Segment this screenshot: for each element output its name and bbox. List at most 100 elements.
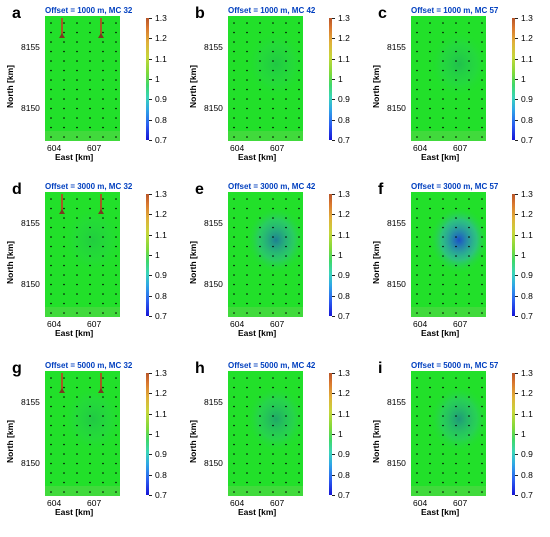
station-dot bbox=[89, 69, 91, 72]
colorbar-tick-mark bbox=[515, 79, 518, 80]
station-dot bbox=[298, 283, 300, 286]
colorbar-tick-mark bbox=[515, 275, 518, 277]
station-dot bbox=[272, 434, 274, 436]
station-dot bbox=[233, 207, 235, 210]
station-dot bbox=[76, 453, 78, 455]
station-dot bbox=[259, 462, 261, 465]
colorbar-tick-mark bbox=[149, 275, 152, 277]
colorbar-tick-mark bbox=[332, 434, 335, 435]
station-dot bbox=[233, 41, 235, 43]
station-dot bbox=[481, 41, 483, 43]
station-dot bbox=[481, 226, 483, 229]
station-dot bbox=[89, 50, 91, 53]
station-dot bbox=[429, 443, 431, 446]
station-dot bbox=[50, 312, 52, 314]
station-dot bbox=[63, 274, 65, 276]
colorbar-tick-label: 1.1 bbox=[155, 229, 167, 240]
station-dot bbox=[455, 396, 457, 398]
colorbar-tick-label: 0.9 bbox=[521, 449, 533, 460]
station-dot bbox=[468, 396, 470, 398]
panel-d: d Offset = 3000 m, MC 32 8155 8150 604 607 Eas… bbox=[0, 176, 183, 352]
station-dot bbox=[272, 293, 274, 295]
station-dot bbox=[102, 377, 104, 379]
colorbar-tick-label: 0.9 bbox=[155, 94, 167, 105]
station-dot bbox=[63, 293, 65, 295]
station-dot bbox=[50, 207, 52, 210]
station-dot bbox=[481, 126, 483, 129]
station-dot bbox=[272, 117, 274, 119]
station-dot bbox=[259, 405, 261, 408]
station-dot bbox=[246, 79, 248, 81]
panel-title: Offset = 3000 m, MC 57 bbox=[411, 182, 499, 191]
colorbar-tick-label: 0.9 bbox=[521, 270, 533, 281]
station-dot bbox=[259, 264, 261, 267]
station-dot bbox=[233, 117, 235, 119]
panel-i: i Offset = 5000 m, MC 57 8155 8150 604 607 Eas… bbox=[366, 355, 549, 531]
station-dot bbox=[285, 88, 287, 91]
station-dot bbox=[50, 79, 52, 81]
colorbar-tick-label: 1 bbox=[521, 250, 526, 260]
station-dot bbox=[416, 98, 418, 100]
station-dot bbox=[76, 226, 78, 229]
panel-title: Offset = 5000 m, MC 42 bbox=[228, 361, 316, 370]
station-dot bbox=[429, 405, 431, 408]
colorbar-tick-label: 0.9 bbox=[338, 94, 350, 105]
panel-title: Offset = 1000 m, MC 42 bbox=[228, 6, 316, 15]
colorbar-tick-mark bbox=[149, 413, 152, 415]
station-dot bbox=[50, 31, 52, 34]
station-dot bbox=[416, 415, 418, 417]
station-dot bbox=[89, 255, 91, 257]
station-dot bbox=[115, 126, 117, 129]
station-dot bbox=[468, 472, 470, 474]
colorbar-tick-mark bbox=[149, 373, 152, 374]
colorbar-tick-mark bbox=[332, 474, 335, 476]
station-dot bbox=[246, 31, 248, 34]
station-dot bbox=[272, 88, 274, 91]
station-dot bbox=[63, 236, 65, 238]
colorbar-tick-label: 0.7 bbox=[521, 135, 533, 145]
station-dot bbox=[246, 264, 248, 267]
station-dot bbox=[416, 491, 418, 493]
colorbar-tick-label: 1.2 bbox=[338, 388, 350, 399]
station-dot bbox=[102, 481, 104, 484]
colorbar-tick-label: 1.2 bbox=[338, 33, 350, 44]
colorbar-tick-mark bbox=[515, 18, 518, 19]
station-dot bbox=[429, 60, 431, 62]
station-dot bbox=[259, 481, 261, 484]
station-dot bbox=[233, 293, 235, 295]
north-axis-label: North [km] bbox=[188, 241, 198, 284]
station-dot bbox=[455, 283, 457, 286]
panel-h: h Offset = 5000 m, MC 42 8155 8150 604 607 Eas… bbox=[183, 355, 366, 531]
colorbar bbox=[146, 194, 149, 316]
station-dot bbox=[246, 396, 248, 398]
panel-c: c Offset = 1000 m, MC 57 8155 8150 604 607 Eas… bbox=[366, 0, 549, 176]
station-dot bbox=[455, 443, 457, 446]
station-dot bbox=[89, 245, 91, 248]
station-dot bbox=[246, 293, 248, 295]
station-dot bbox=[50, 274, 52, 276]
panel-letter: h bbox=[195, 360, 205, 377]
station-dot bbox=[89, 312, 91, 314]
colorbar-tick-label: 0.7 bbox=[155, 135, 167, 145]
station-dot bbox=[298, 377, 300, 379]
station-dot bbox=[272, 107, 274, 110]
colorbar-tick-label: 0.9 bbox=[338, 270, 350, 281]
station-dot bbox=[63, 217, 65, 219]
station-dot bbox=[481, 79, 483, 81]
station-dot bbox=[481, 312, 483, 314]
station-dot bbox=[102, 107, 104, 110]
north-axis-label: North [km] bbox=[5, 420, 15, 463]
station-dot bbox=[233, 302, 235, 305]
station-dot bbox=[468, 424, 470, 427]
map-canvas bbox=[45, 194, 120, 317]
station-dot bbox=[468, 217, 470, 219]
station-dot bbox=[416, 236, 418, 238]
colorbar-tick-label: 0.9 bbox=[521, 94, 533, 105]
station-dot bbox=[272, 491, 274, 493]
station-dot bbox=[416, 79, 418, 81]
colorbar-tick-mark bbox=[332, 119, 335, 121]
station-dot bbox=[76, 207, 78, 210]
station-dot bbox=[285, 22, 287, 24]
colorbar-tick-label: 1.1 bbox=[155, 408, 167, 419]
colorbar-tick-label: 1 bbox=[155, 250, 160, 260]
